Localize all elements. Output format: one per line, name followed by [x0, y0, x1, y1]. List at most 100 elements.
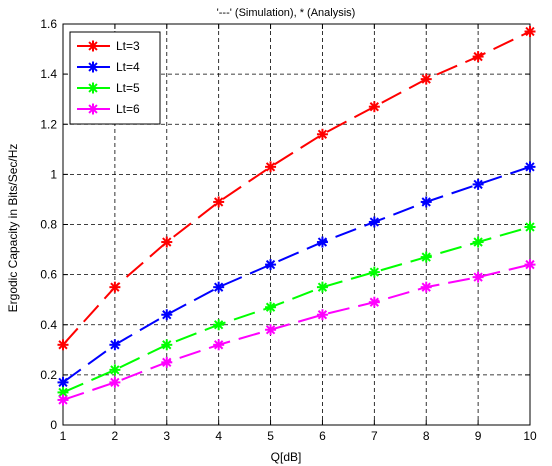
legend-marker [87, 40, 99, 52]
marker-stroke [110, 365, 120, 375]
data-point [161, 356, 173, 368]
marker-stroke [473, 179, 483, 190]
x-tick-label: 8 [423, 429, 430, 443]
data-point [368, 266, 380, 278]
data-point [213, 319, 225, 331]
data-point [57, 339, 69, 351]
series-line [62, 226, 531, 394]
data-point [316, 309, 328, 321]
marker-stroke [421, 74, 431, 84]
legend-item: Lt=5 [77, 81, 140, 95]
marker-stroke [88, 104, 98, 114]
data-point [161, 309, 173, 321]
marker-stroke [110, 340, 120, 350]
legend-item: Lt=4 [77, 60, 140, 74]
data-point [316, 128, 328, 140]
marker-stroke [421, 197, 431, 207]
y-tick-label: 1.4 [40, 67, 57, 81]
data-point [368, 101, 380, 113]
legend-label: Lt=3 [116, 39, 140, 53]
marker-stroke [317, 129, 328, 139]
data-point [109, 364, 121, 376]
marker-stroke [369, 267, 380, 277]
marker-stroke [213, 340, 224, 350]
data-point [109, 281, 121, 293]
y-tick-label: 1 [50, 167, 57, 181]
x-tick-label: 9 [475, 429, 482, 443]
series-line [62, 30, 531, 346]
marker-stroke [213, 197, 224, 207]
x-tick-label: 3 [163, 429, 170, 443]
y-tick-label: 0 [50, 418, 57, 432]
marker-stroke [58, 340, 68, 350]
y-tick-label: 1.6 [40, 17, 57, 31]
data-point [316, 236, 328, 248]
legend-label: Lt=5 [116, 81, 140, 95]
series-line [62, 165, 531, 384]
data-point [524, 221, 536, 233]
x-tick-label: 5 [267, 429, 274, 443]
data-point [472, 271, 484, 283]
data-point [213, 196, 225, 208]
series-Lt=5 [57, 221, 536, 398]
data-point [524, 259, 536, 271]
data-point [472, 236, 484, 248]
data-point [109, 376, 121, 388]
series-Lt=4 [57, 161, 536, 388]
marker-stroke [213, 282, 224, 292]
marker-stroke [473, 272, 483, 282]
legend-marker [87, 82, 99, 94]
legend-label: Lt=6 [116, 102, 140, 116]
legend-marker [87, 61, 99, 73]
marker-stroke [421, 282, 431, 292]
marker-stroke [317, 310, 328, 320]
data-point [472, 178, 484, 190]
data-point [265, 301, 277, 313]
y-tick-label: 0.4 [40, 318, 57, 332]
marker-stroke [525, 259, 535, 270]
legend-marker [87, 103, 99, 115]
data-point [420, 281, 432, 293]
axis-ticks: 1 2 3 4 5 6 7 8 9 10 0 0.2 0.4 0.6 0.8 1 1.2 1.4 1.6 [40, 17, 537, 443]
data-point [109, 339, 121, 351]
y-tick-label: 0.2 [40, 368, 57, 382]
marker-stroke [88, 83, 98, 93]
x-tick-label: 4 [215, 429, 222, 443]
data-point [265, 161, 277, 173]
data-point [213, 339, 225, 351]
marker-stroke [88, 62, 98, 72]
chart-title: '---' (Simulation), * (Analysis) [217, 7, 356, 19]
x-tick-label: 10 [523, 429, 537, 443]
marker-stroke [265, 302, 276, 312]
data-point [57, 376, 69, 388]
marker-stroke [110, 377, 120, 388]
marker-stroke [369, 297, 380, 307]
marker-stroke [162, 237, 172, 247]
marker-stroke [58, 387, 68, 398]
marker-stroke [265, 162, 276, 172]
marker-stroke [88, 41, 98, 51]
series-line [62, 263, 531, 401]
x-tick-label: 6 [319, 429, 326, 443]
marker-stroke [525, 222, 535, 232]
x-tick-label: 7 [371, 429, 378, 443]
data-point [57, 394, 69, 406]
marker-stroke [162, 310, 172, 320]
x-tick-label: 1 [60, 429, 67, 443]
data-point [524, 26, 536, 38]
marker-stroke [369, 217, 380, 227]
marker-stroke [421, 252, 431, 262]
marker-stroke [265, 259, 276, 270]
data-point [265, 259, 277, 271]
marker-stroke [317, 237, 328, 247]
marker-stroke [110, 282, 120, 292]
x-axis-label: Q[dB] [271, 450, 302, 464]
marker-stroke [213, 320, 224, 330]
data-point [316, 281, 328, 293]
data-point [161, 236, 173, 248]
y-tick-label: 0.8 [40, 218, 57, 232]
marker-stroke [58, 377, 68, 388]
legend-item: Lt=3 [77, 39, 140, 53]
data-point [368, 296, 380, 308]
marker-stroke [58, 395, 68, 405]
